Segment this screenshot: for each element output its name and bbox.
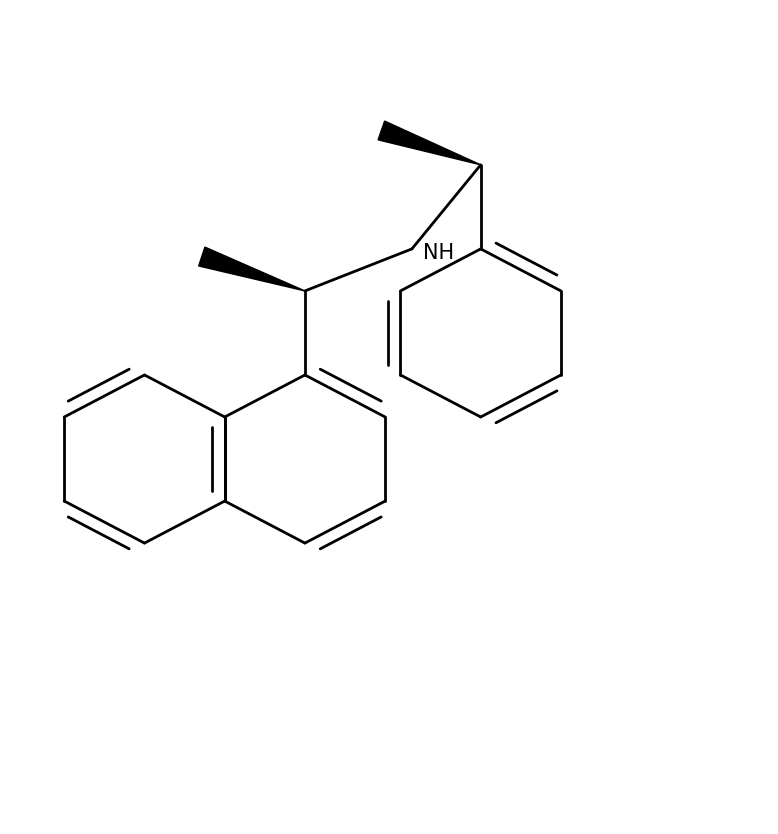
Text: NH: NH — [423, 243, 454, 263]
Polygon shape — [378, 121, 481, 165]
Polygon shape — [198, 247, 305, 291]
